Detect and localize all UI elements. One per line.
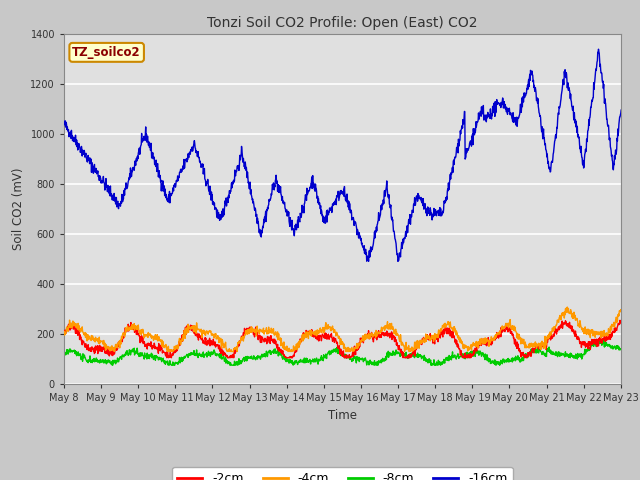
- Legend: -2cm, -4cm, -8cm, -16cm: -2cm, -4cm, -8cm, -16cm: [172, 467, 513, 480]
- Y-axis label: Soil CO2 (mV): Soil CO2 (mV): [12, 168, 25, 250]
- Title: Tonzi Soil CO2 Profile: Open (East) CO2: Tonzi Soil CO2 Profile: Open (East) CO2: [207, 16, 477, 30]
- X-axis label: Time: Time: [328, 408, 357, 421]
- Text: TZ_soilco2: TZ_soilco2: [72, 46, 141, 59]
